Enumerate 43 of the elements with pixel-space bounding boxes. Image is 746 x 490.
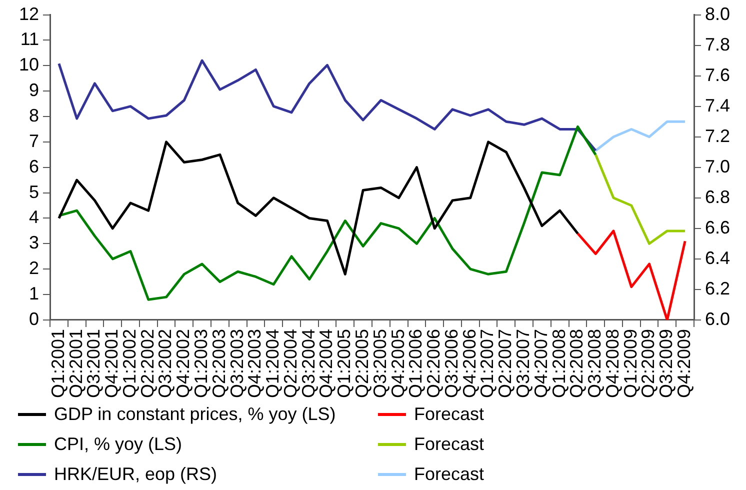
y-tick-label: 6 [28, 156, 39, 176]
x-tick-label: Q3:2007 [513, 328, 534, 398]
x-tick-label: Q1:2005 [334, 328, 354, 398]
y2-tick-label: 6.0 [705, 308, 730, 329]
x-tick-label: Q4:2002 [173, 328, 194, 398]
legend-label: HRK/EUR, eop (RS) [54, 464, 218, 484]
y-tick-label: 5 [28, 182, 39, 202]
x-tick-label: Q2:2007 [495, 328, 516, 398]
y-tick-label: 8 [28, 105, 39, 126]
y2-tick-label: 7.6 [705, 64, 730, 85]
x-tick-label: Q2:2005 [352, 328, 372, 398]
legend-label: CPI, % yoy (LS) [54, 434, 182, 454]
y-tick-label: 4 [28, 207, 39, 228]
y2-tick-label: 7.4 [705, 95, 730, 116]
x-tick-label: Q1:2003 [191, 328, 212, 398]
legend-label: Forecast [414, 464, 484, 484]
y2-tick-label: 8.0 [705, 4, 730, 24]
y-tick-label: 9 [28, 80, 39, 100]
y-tick-label: 11 [20, 29, 39, 50]
y2-tick-label: 6.4 [705, 248, 730, 268]
x-tick-label: Q2:2006 [424, 328, 444, 398]
y-tick-label: 10 [18, 54, 39, 75]
x-tick-label: Q3:2009 [656, 328, 676, 398]
x-tick-label: Q1:2001 [48, 328, 68, 398]
legend-label: Forecast [414, 404, 484, 424]
y-tick-label: 12 [18, 4, 39, 24]
legend-label: Forecast [414, 434, 484, 454]
y2-tick-label: 7.8 [705, 34, 730, 54]
x-tick-label: Q1:2004 [262, 328, 283, 398]
y-tick-label: 7 [28, 130, 39, 151]
y2-tick-label: 6.8 [705, 186, 730, 207]
x-tick-label: Q3:2008 [584, 328, 605, 398]
y2-tick-label: 7.2 [705, 126, 730, 146]
legend-label: GDP in constant prices, % yoy (LS) [54, 404, 336, 424]
y-tick-label: 2 [28, 258, 39, 278]
y2-tick-label: 6.6 [705, 217, 730, 238]
y-tick-label: 1 [28, 283, 39, 304]
x-tick-label: Q4:2001 [102, 328, 122, 398]
y-tick-label: 0 [28, 308, 39, 329]
y-tick-label: 3 [28, 232, 39, 253]
y2-tick-label: 6.2 [705, 278, 730, 298]
y2-tick-label: 7.0 [705, 156, 730, 176]
x-tick-label: Q4:2009 [674, 328, 694, 398]
